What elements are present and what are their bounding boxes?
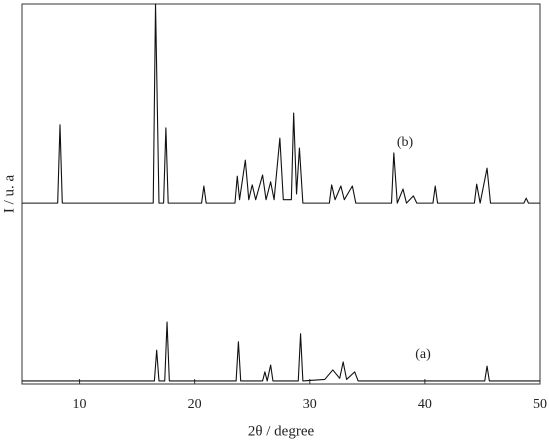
series-line (22, 3, 540, 204)
x-tick-label: 50 (533, 397, 547, 412)
y-axis-title: I / u. a (1, 175, 17, 214)
x-tick-label: 20 (188, 397, 202, 412)
x-tick-label: 30 (303, 397, 317, 412)
plot-frame (21, 3, 541, 385)
x-axis-title: 2θ / degree (248, 423, 315, 439)
x-tick-label: 40 (418, 397, 432, 412)
x-tick-label: 10 (73, 397, 87, 412)
series-label: (a) (415, 347, 431, 362)
series-label: (b) (397, 135, 414, 150)
series-line (22, 321, 540, 382)
